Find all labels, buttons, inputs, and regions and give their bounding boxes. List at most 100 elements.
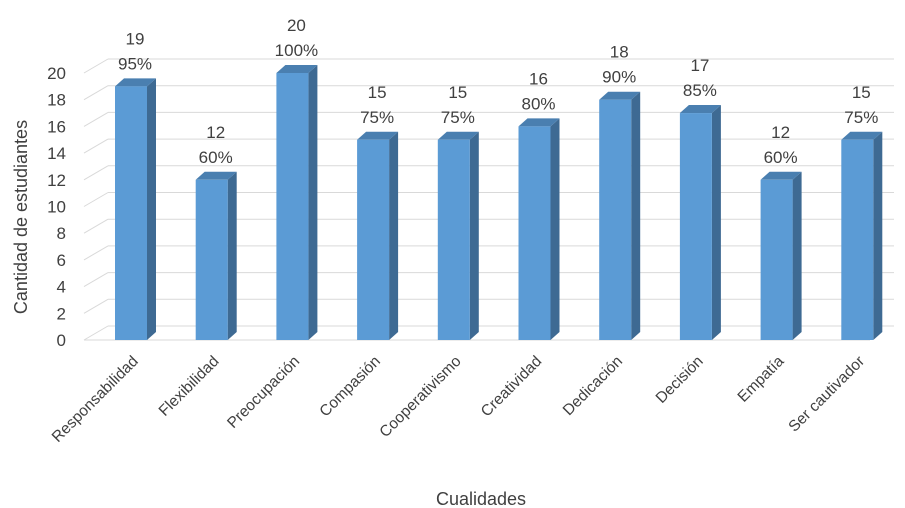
y-axis-ticks: 0 2 4 6 8 10 12 14 16 18 20 xyxy=(47,64,66,350)
gridline-diagonal xyxy=(83,138,109,154)
data-label-value: 12 xyxy=(206,123,225,142)
y-tick-label: 2 xyxy=(57,304,66,323)
bar-side xyxy=(147,78,156,340)
data-label-percent: 95% xyxy=(118,54,152,73)
category-label: Ser cautivador xyxy=(785,353,868,436)
data-label-value: 18 xyxy=(610,43,629,62)
gridline-diagonal xyxy=(83,111,109,127)
x-axis-title: Cualidades xyxy=(436,489,526,508)
bar-top xyxy=(357,131,399,140)
gridline-diagonal xyxy=(83,272,109,288)
data-label-value: 15 xyxy=(368,83,387,102)
bar-front xyxy=(760,179,793,340)
data-label-value: 19 xyxy=(126,29,145,48)
y-axis-title: Cantidad de estudiantes xyxy=(11,120,31,314)
bar-front xyxy=(599,99,632,340)
gridline-diagonal xyxy=(83,85,109,101)
bar-top xyxy=(115,78,156,87)
gridline-diagonal xyxy=(83,192,109,207)
bar-top xyxy=(599,91,641,100)
bars xyxy=(115,65,883,341)
category-label: Flexibilidad xyxy=(156,353,223,420)
bar-side xyxy=(873,131,883,340)
bar-top xyxy=(437,131,479,140)
data-label-value: 16 xyxy=(529,69,548,88)
category-label: Decisión xyxy=(653,353,707,407)
category-label: Cooperativismo xyxy=(376,353,464,441)
data-label-value: 12 xyxy=(771,123,790,142)
category-label: Preocupación xyxy=(224,353,303,432)
gridline-diagonal xyxy=(83,245,109,261)
category-label: Creatividad xyxy=(478,353,545,420)
data-label-percent: 60% xyxy=(764,148,798,167)
bar-compasión xyxy=(357,131,399,340)
bar-front xyxy=(115,86,147,340)
bar-preocupación xyxy=(276,65,318,340)
bar-side xyxy=(469,131,479,340)
gridline-diagonal xyxy=(83,58,109,74)
bar-flexibilidad xyxy=(195,171,237,340)
bar-top xyxy=(841,131,883,140)
y-tick-label: 4 xyxy=(57,278,66,297)
y-tick-label: 12 xyxy=(47,171,66,190)
data-label-percent: 85% xyxy=(683,81,717,100)
y-tick-label: 10 xyxy=(47,198,66,217)
bar-front xyxy=(841,139,874,340)
gridline-diagonal xyxy=(83,165,109,181)
y-tick-label: 18 xyxy=(47,91,66,110)
bar-side xyxy=(792,171,802,340)
category-label: Empatía xyxy=(735,353,788,406)
bar-front xyxy=(518,126,551,341)
category-label: Dedicación xyxy=(560,353,626,419)
gridlines xyxy=(83,58,894,341)
bar-side xyxy=(389,131,399,340)
data-label-percent: 100% xyxy=(275,41,318,60)
bar-cooperativismo xyxy=(437,131,479,340)
y-tick-label: 8 xyxy=(57,224,66,243)
bar-dedicación xyxy=(599,91,641,340)
y-tick-label: 6 xyxy=(57,251,66,270)
data-label-value: 15 xyxy=(448,83,467,102)
bar-side xyxy=(631,91,641,340)
bar-ser-cautivador xyxy=(841,131,883,340)
category-label: Compasión xyxy=(316,353,383,420)
bar-decisión xyxy=(679,105,721,340)
bar-creatividad xyxy=(518,118,560,341)
gridline-diagonal xyxy=(83,298,109,314)
bar-empatía xyxy=(760,171,802,340)
bar-side xyxy=(308,65,318,340)
bar-front xyxy=(437,139,470,340)
bar-front xyxy=(679,113,712,340)
bar-side xyxy=(711,105,721,340)
data-label-percent: 75% xyxy=(360,108,394,127)
data-label-percent: 60% xyxy=(199,148,233,167)
bar-side xyxy=(550,118,560,341)
bar-top xyxy=(679,105,721,114)
data-label-value: 15 xyxy=(852,83,871,102)
y-tick-label: 14 xyxy=(47,144,66,163)
y-tick-label: 16 xyxy=(47,117,66,136)
bar-front xyxy=(276,73,309,340)
bar-front xyxy=(357,139,390,340)
data-labels: 19 95% 12 60% 20 100% 15 75% 15 75% 16 80% 18 90% 17 85… xyxy=(118,16,878,167)
data-label-percent: 75% xyxy=(844,108,878,127)
y-tick-label: 0 xyxy=(57,331,66,350)
gridline-diagonal xyxy=(83,218,109,234)
bar-top xyxy=(276,65,318,73)
x-axis-categories: Responsabilidad Flexibilidad Preocupación C… xyxy=(49,353,868,446)
category-label: Responsabilidad xyxy=(49,353,142,446)
bar-responsabilidad xyxy=(115,78,156,340)
bar-front xyxy=(195,179,228,340)
data-label-percent: 90% xyxy=(602,68,636,87)
y-tick-label: 20 xyxy=(47,64,66,83)
data-label-value: 17 xyxy=(690,56,709,75)
bar-top xyxy=(518,118,560,127)
gridline-diagonal xyxy=(83,325,109,341)
data-label-value: 20 xyxy=(287,16,306,35)
data-label-percent: 75% xyxy=(441,108,475,127)
bar-side xyxy=(227,171,237,340)
bar-top xyxy=(760,171,802,180)
data-label-percent: 80% xyxy=(521,94,555,113)
bar-top xyxy=(195,171,237,180)
